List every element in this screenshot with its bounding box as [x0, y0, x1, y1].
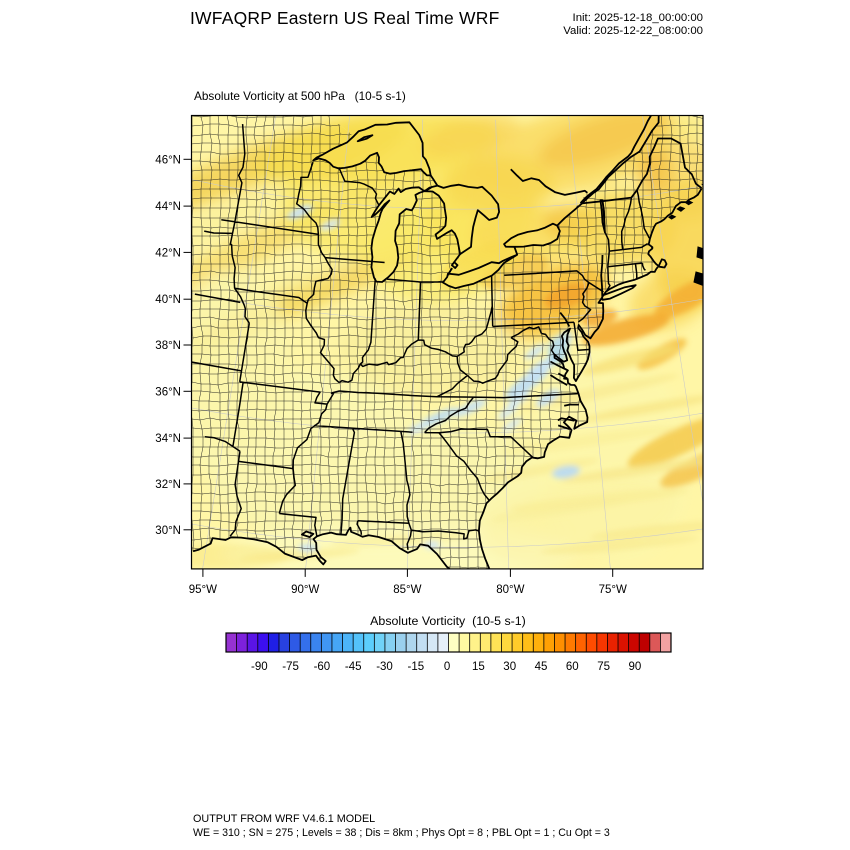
svg-text:45: 45: [535, 661, 548, 673]
svg-text:85°W: 85°W: [393, 584, 421, 596]
svg-text:Absolute Vorticity (10-5 s-1): Absolute Vorticity (10-5 s-1): [370, 614, 526, 628]
svg-text:44°N: 44°N: [155, 201, 181, 213]
svg-text:15: 15: [472, 661, 485, 673]
svg-text:-90: -90: [251, 661, 268, 673]
svg-text:60: 60: [566, 661, 579, 673]
svg-text:32°N: 32°N: [155, 479, 181, 491]
svg-text:95°W: 95°W: [189, 584, 217, 596]
svg-text:-30: -30: [376, 661, 393, 673]
svg-text:34°N: 34°N: [155, 433, 181, 445]
svg-text:-15: -15: [407, 661, 424, 673]
svg-text:30°N: 30°N: [155, 525, 181, 537]
svg-text:80°W: 80°W: [496, 584, 524, 596]
svg-text:90°W: 90°W: [291, 584, 319, 596]
svg-text:0: 0: [444, 661, 450, 673]
svg-text:42°N: 42°N: [155, 247, 181, 259]
svg-text:90: 90: [629, 661, 642, 673]
svg-text:-45: -45: [345, 661, 362, 673]
svg-text:-60: -60: [314, 661, 331, 673]
svg-text:36°N: 36°N: [155, 386, 181, 398]
svg-text:75: 75: [597, 661, 610, 673]
svg-text:75°W: 75°W: [599, 584, 627, 596]
svg-text:40°N: 40°N: [155, 294, 181, 306]
svg-text:46°N: 46°N: [155, 154, 181, 166]
svg-text:38°N: 38°N: [155, 340, 181, 352]
svg-text:30: 30: [503, 661, 516, 673]
svg-text:-75: -75: [282, 661, 299, 673]
